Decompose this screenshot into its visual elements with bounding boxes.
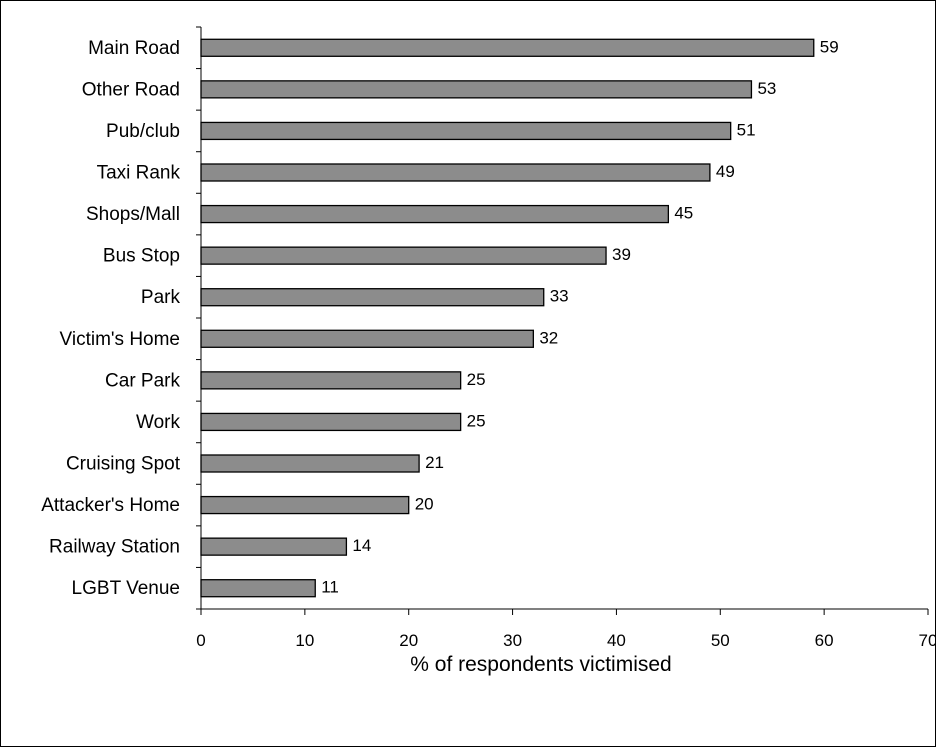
- bar: [200, 80, 753, 99]
- bar: [200, 371, 462, 390]
- data-label: 14: [352, 536, 371, 555]
- category-label: Work: [136, 412, 180, 433]
- category-label: Taxi Rank: [97, 163, 181, 184]
- data-label: 32: [539, 328, 558, 347]
- bar: [200, 329, 534, 348]
- category-label: LGBT Venue: [72, 578, 180, 599]
- x-tick-label: 50: [711, 631, 730, 650]
- category-label: Railway Station: [49, 537, 180, 558]
- category-label: Cruising Spot: [66, 454, 181, 475]
- data-label: 33: [550, 287, 569, 306]
- data-label: 45: [674, 204, 693, 223]
- x-tick-label: 10: [295, 631, 314, 650]
- x-tick-label: 70: [919, 631, 936, 650]
- x-tick-label: 0: [196, 631, 205, 650]
- bar: [200, 163, 711, 182]
- data-label: 53: [757, 79, 776, 98]
- category-label: Shops/Mall: [86, 204, 180, 225]
- data-label: 39: [612, 245, 631, 264]
- category-label: Other Road: [82, 79, 180, 100]
- bar: [200, 288, 545, 307]
- bar: [200, 454, 420, 473]
- bar: [200, 204, 670, 224]
- bars-layer: [200, 38, 815, 598]
- x-tick-label: 40: [607, 631, 626, 650]
- data-label: 21: [425, 453, 444, 472]
- category-label: Car Park: [105, 370, 180, 391]
- data-label: 59: [820, 37, 839, 56]
- data-label: 20: [415, 495, 434, 514]
- data-label: 25: [467, 411, 486, 430]
- bar: [200, 537, 348, 556]
- category-label: Attacker's Home: [41, 495, 180, 516]
- bar: [200, 579, 316, 598]
- x-tick-label: 60: [815, 631, 834, 650]
- x-tick-label: 30: [503, 631, 522, 650]
- category-label: Pub/club: [106, 121, 180, 142]
- data-label: 51: [737, 120, 756, 139]
- category-label: Park: [141, 287, 181, 308]
- bar: [200, 38, 815, 57]
- axes-layer: [196, 26, 929, 615]
- data-label: 25: [467, 370, 486, 389]
- data-label: 11: [321, 578, 339, 597]
- bar: [200, 495, 410, 515]
- bar: [200, 121, 732, 141]
- data-label: 49: [716, 162, 735, 181]
- category-label: Victim's Home: [60, 329, 180, 350]
- category-label: Main Road: [88, 38, 180, 59]
- x-tick-label: 20: [399, 631, 418, 650]
- bar: [200, 246, 607, 265]
- bar: [200, 412, 462, 432]
- category-label: Bus Stop: [103, 246, 180, 267]
- labels-layer: Main Road 59 Other Road 53 Pub/club 51 Taxi Ra…: [41, 37, 936, 650]
- x-axis-title: % of respondents victimised: [410, 653, 671, 676]
